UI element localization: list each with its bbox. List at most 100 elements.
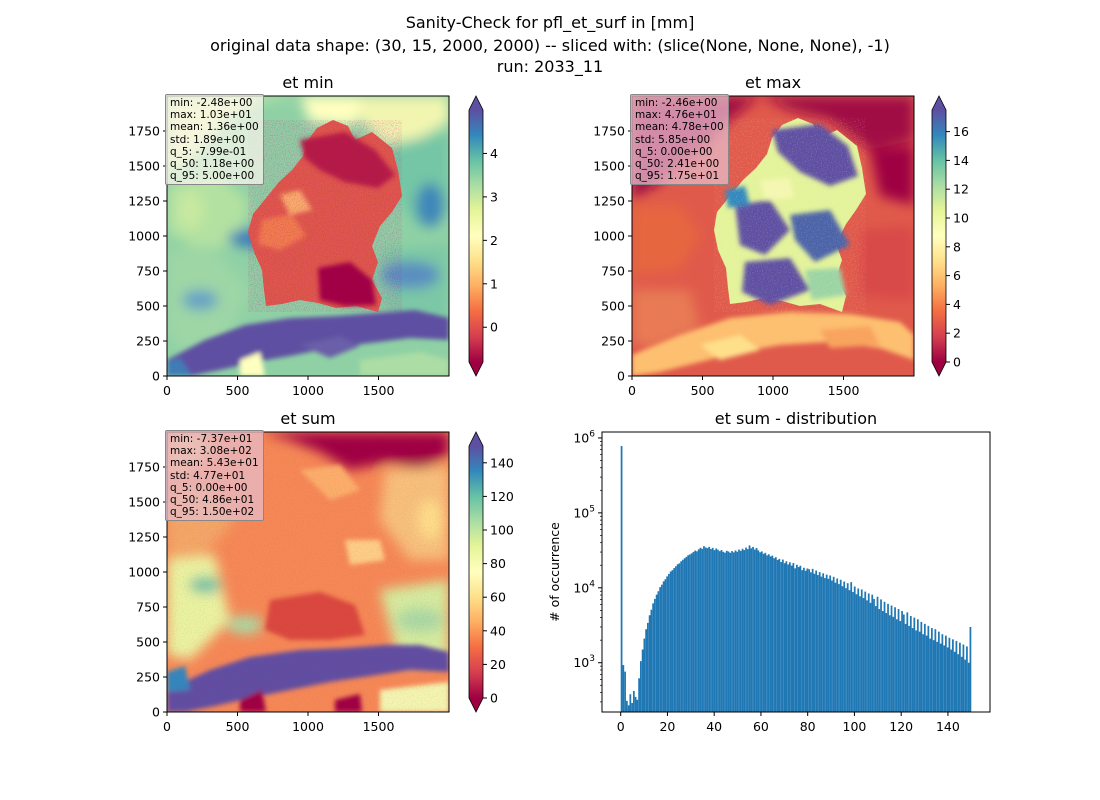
colorbar-tick-label: 14 (953, 153, 969, 168)
histogram-bar (820, 576, 823, 712)
histogram-bar (703, 546, 705, 712)
histogram-bar (901, 611, 903, 712)
y-tick-label: 500 (601, 299, 625, 314)
y-tick-label: 106 (573, 429, 595, 445)
y-tick-label: 1250 (128, 530, 160, 545)
histogram-bar (697, 549, 700, 712)
histogram-bar (953, 651, 956, 712)
colorbar-tick-label: 100 (490, 523, 514, 538)
histogram-bar (687, 555, 690, 712)
histogram-bar (746, 549, 749, 712)
histogram-bar (664, 579, 667, 712)
y-tick-label: 0 (152, 705, 160, 720)
histogram-bar (652, 603, 655, 712)
histogram-bar (636, 699, 639, 712)
histogram-bar (689, 554, 691, 712)
histogram-bar (811, 568, 814, 712)
histogram-bar (803, 567, 805, 712)
histogram-bar (671, 570, 674, 712)
histogram-bar (713, 550, 716, 712)
histogram-bar (911, 628, 914, 712)
histogram-bar (799, 565, 802, 712)
histogram-bar (916, 619, 919, 712)
histogram-bar (781, 559, 784, 712)
histogram-bar (959, 642, 961, 712)
histogram-bar (859, 596, 861, 712)
histogram-bar (855, 594, 858, 712)
x-tick-label: 1000 (757, 383, 789, 398)
stat-line: min: -2.48e+00 (170, 97, 253, 109)
y-tick-label: 250 (136, 334, 160, 349)
histogram-bar (846, 583, 849, 712)
histogram-bar (852, 591, 854, 712)
histogram-bar (827, 578, 830, 712)
y-tick-label: 500 (136, 299, 160, 314)
histogram-bar (815, 570, 818, 712)
histogram-bar (739, 550, 742, 712)
histogram-bar (790, 565, 793, 712)
histogram-bar (817, 575, 819, 712)
y-tick-label: 1000 (128, 565, 160, 580)
x-tick-label: 500 (226, 383, 250, 398)
histogram-bar (662, 581, 665, 712)
histogram-bar (753, 549, 756, 712)
histogram-bar (923, 623, 926, 712)
histogram-bar (813, 573, 816, 712)
histogram-bar (646, 622, 649, 712)
histogram-bar (666, 576, 669, 712)
histogram-bar (841, 586, 844, 712)
histogram-bar (857, 588, 860, 712)
x-tick-label: 0 (628, 383, 636, 398)
histogram-bar (631, 703, 633, 712)
y-tick-label: 1250 (128, 194, 160, 209)
histogram-bar (825, 574, 828, 712)
colorbar-et-min (468, 95, 484, 377)
histogram-bar (890, 605, 893, 712)
histogram-bar (769, 556, 772, 712)
histogram-bar (743, 550, 746, 712)
histogram-bar (955, 640, 958, 712)
histogram-bar (934, 629, 937, 712)
axes-frame-histogram (601, 431, 991, 713)
histogram-bar (706, 548, 709, 712)
colorbar-tick-label: 120 (490, 489, 514, 504)
stat-line: std: 4.77e+01 (170, 469, 246, 482)
x-tick-label: 0 (163, 383, 171, 398)
histogram-bar (897, 609, 900, 712)
histogram-bar (792, 563, 795, 712)
colorbar-ticks-et-min: 0 1 2 3 4 (483, 146, 498, 335)
histogram-bar (738, 549, 740, 712)
histogram-bar (797, 567, 800, 712)
histogram-bar (904, 623, 907, 712)
histogram-bar (648, 615, 651, 712)
histogram-bar (771, 555, 774, 712)
y-tick-label: 1750 (128, 460, 160, 475)
x-tick-label: 0 (617, 719, 625, 734)
colorbar-tick-label: 80 (490, 556, 506, 571)
histogram-bar (922, 634, 924, 712)
histogram-bar (836, 578, 839, 712)
histogram-bar (650, 609, 653, 712)
histogram-bar (943, 645, 946, 712)
colorbar-tick-label: 4 (953, 297, 961, 312)
stat-line: mean: 4.78e+00 (635, 121, 724, 134)
histogram-bar (641, 649, 644, 712)
colorbar-tick-label: 40 (490, 623, 506, 638)
y-tick-label: 1500 (593, 159, 625, 174)
histogram-bar (880, 599, 882, 712)
histogram-bar (694, 550, 697, 712)
histogram-bar (906, 612, 909, 712)
histogram-bar (773, 558, 775, 712)
histogram-bar (692, 551, 695, 712)
histogram-bar (834, 582, 837, 712)
colorbar-tick-label: 4 (490, 146, 498, 161)
histogram-bar (902, 614, 905, 712)
histogram-bar (869, 602, 872, 712)
histogram-bar (927, 625, 930, 712)
x-tick-label: 1500 (363, 719, 395, 734)
y-tick-label: 0 (152, 369, 160, 384)
colorbar-tick-label: 20 (490, 657, 506, 672)
x-tick-label: 40 (706, 719, 722, 734)
histogram-bar (704, 547, 707, 712)
stat-line: q_5: -7.99e-01 (170, 145, 247, 158)
